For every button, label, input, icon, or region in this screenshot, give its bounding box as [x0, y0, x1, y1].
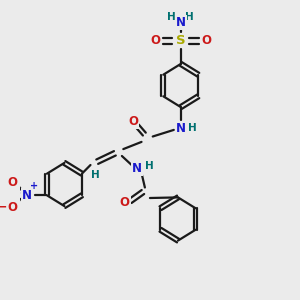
Text: +: +	[31, 181, 39, 191]
Text: H: H	[91, 170, 100, 180]
Text: H: H	[145, 161, 154, 171]
Text: N: N	[22, 189, 32, 202]
Text: N: N	[132, 162, 142, 175]
Text: H: H	[167, 12, 176, 22]
Text: −: −	[0, 201, 8, 214]
Text: O: O	[7, 176, 17, 189]
Text: N: N	[176, 122, 186, 135]
Text: O: O	[120, 196, 130, 209]
Text: O: O	[7, 201, 17, 214]
Text: O: O	[128, 115, 138, 128]
Text: H: H	[185, 12, 194, 22]
Text: N: N	[176, 16, 186, 29]
Text: O: O	[151, 34, 160, 47]
Text: H: H	[188, 123, 197, 134]
Text: O: O	[201, 34, 211, 47]
Text: S: S	[176, 34, 186, 47]
